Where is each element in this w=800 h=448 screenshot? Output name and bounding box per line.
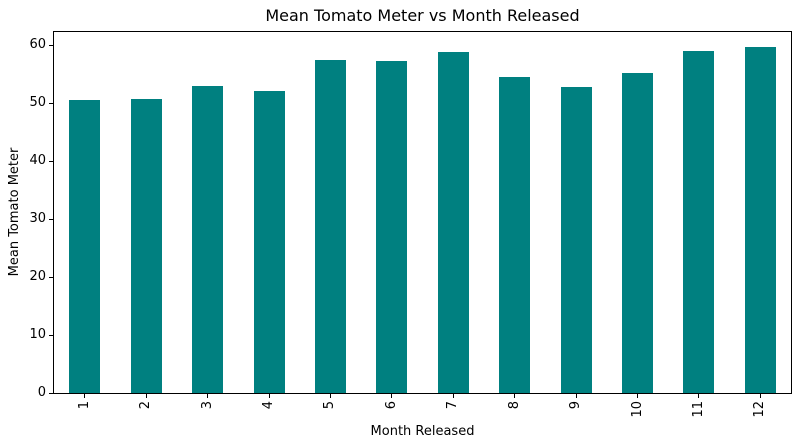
chart-title: Mean Tomato Meter vs Month Released: [265, 6, 580, 25]
bar-month-1: [69, 100, 101, 393]
bar-month-7: [437, 51, 469, 393]
bar-month-9: [560, 87, 592, 393]
y-tick-label: 50: [29, 95, 46, 111]
plot-area: [53, 31, 792, 394]
bar-month-8: [499, 77, 531, 393]
y-tick-mark: [49, 335, 53, 337]
x-tick-mark: [268, 394, 270, 398]
y-tick-mark: [49, 219, 53, 221]
x-tick-mark: [84, 394, 86, 398]
x-tick-mark: [698, 394, 700, 398]
bar-month-6: [376, 61, 408, 393]
y-tick-label: 30: [29, 211, 46, 227]
y-tick-mark: [49, 103, 53, 105]
y-tick-mark: [49, 45, 53, 47]
y-tick-label: 20: [29, 269, 46, 285]
x-tick-mark: [391, 394, 393, 398]
bar-month-2: [130, 99, 162, 393]
y-tick-label: 40: [29, 153, 46, 169]
x-tick-mark: [207, 394, 208, 398]
y-tick-mark: [49, 277, 53, 279]
x-tick-mark: [637, 394, 638, 398]
x-tick-mark: [329, 394, 331, 398]
x-tick-mark: [452, 394, 454, 398]
y-tick-mark: [49, 393, 53, 394]
y-axis-label: Mean Tomato Meter: [7, 147, 22, 277]
bar-month-3: [192, 85, 223, 393]
bar-month-5: [314, 59, 346, 393]
y-tick-mark: [49, 161, 53, 163]
bar-month-11: [683, 50, 715, 393]
x-tick-mark: [575, 394, 577, 398]
x-tick-mark: [759, 394, 761, 398]
y-tick-label: 0: [37, 385, 46, 400]
x-tick-mark: [514, 394, 516, 398]
bar-month-4: [253, 90, 285, 393]
x-tick-mark: [145, 394, 147, 398]
y-tick-label: 10: [29, 327, 46, 343]
x-axis-label: Month Released: [370, 424, 475, 439]
bar-month-12: [744, 46, 776, 393]
bar-month-10: [622, 72, 653, 393]
y-tick-label: 60: [29, 37, 46, 53]
